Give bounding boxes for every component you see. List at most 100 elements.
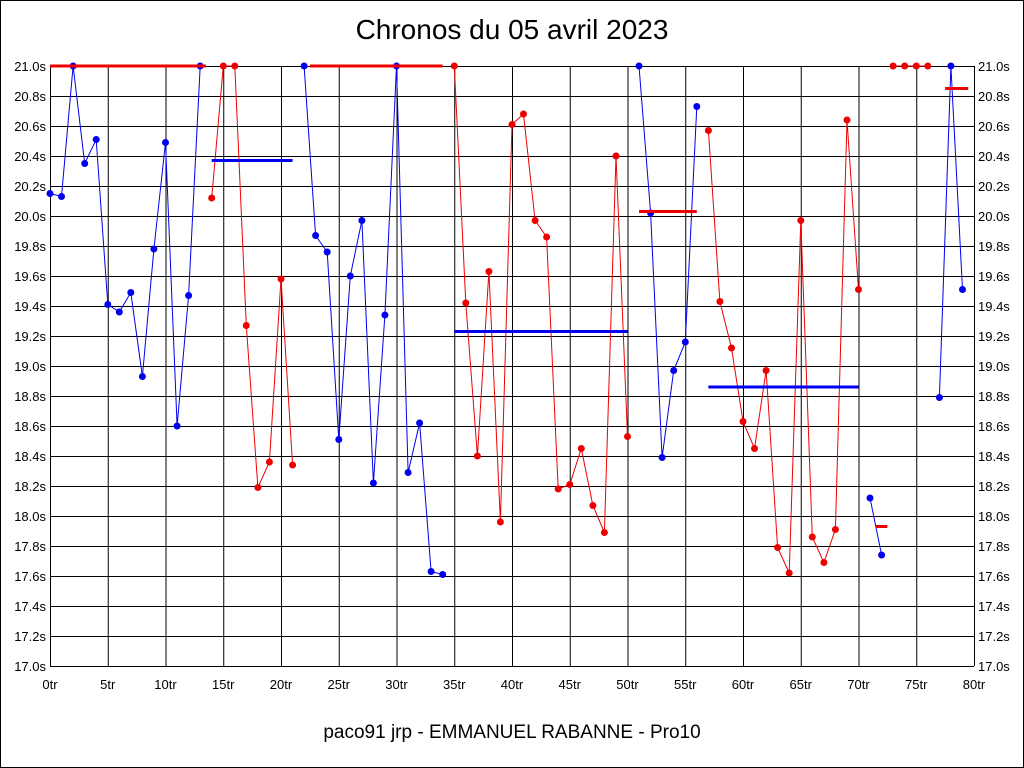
data-point — [612, 152, 620, 160]
series-line — [707, 119, 859, 574]
y-tick-label-left: 19.4s — [14, 299, 46, 314]
y-tick-label-left: 18.2s — [14, 479, 46, 494]
data-point — [208, 194, 216, 202]
data-point — [150, 245, 158, 253]
data-point — [485, 268, 493, 275]
x-tick-label: 70tr — [847, 677, 870, 692]
data-point — [554, 485, 562, 493]
y-tick-label-right: 17.4s — [978, 599, 1010, 614]
data-point — [566, 481, 574, 488]
data-point — [624, 433, 631, 440]
data-point — [115, 308, 123, 316]
x-tick-label: 55tr — [674, 677, 697, 692]
data-point — [496, 518, 504, 526]
y-tick-label-right: 20.6s — [978, 119, 1010, 134]
x-tick-label: 80tr — [963, 677, 986, 692]
data-point — [277, 275, 285, 283]
data-point — [462, 299, 470, 307]
data-point — [716, 298, 724, 305]
y-tick-label-right: 18.4s — [978, 449, 1010, 464]
data-point — [369, 479, 377, 487]
y-tick-label-left: 20.6s — [14, 119, 46, 134]
y-tick-label-left: 21.0s — [14, 59, 46, 74]
y-tick-label-left: 19.8s — [14, 239, 46, 254]
data-point — [312, 232, 320, 239]
data-point — [935, 394, 943, 401]
data-point — [739, 418, 747, 425]
data-point — [831, 526, 839, 533]
data-point — [416, 419, 424, 427]
data-point — [843, 116, 851, 124]
data-point — [947, 62, 955, 70]
data-point — [808, 533, 816, 541]
data-point — [508, 121, 516, 128]
data-point — [670, 367, 678, 374]
data-point — [473, 452, 481, 460]
series-line — [453, 65, 628, 533]
x-tick-label: 75tr — [905, 677, 928, 692]
data-point — [289, 461, 297, 469]
data-point — [901, 62, 909, 70]
data-point — [589, 502, 597, 509]
data-point — [820, 559, 828, 566]
data-point — [577, 445, 585, 452]
chart-title: Chronos du 05 avril 2023 — [355, 14, 669, 45]
y-tick-label-left: 20.4s — [14, 149, 46, 164]
data-point — [785, 569, 793, 577]
data-point — [46, 190, 54, 197]
y-tick-label-left: 17.4s — [14, 599, 46, 614]
y-tick-label-right: 19.0s — [978, 359, 1010, 374]
x-tick-label: 60tr — [732, 677, 755, 692]
y-tick-label-left: 18.6s — [14, 419, 46, 434]
data-point — [797, 217, 805, 224]
data-point — [231, 62, 239, 70]
x-tick-label: 35tr — [443, 677, 466, 692]
y-tick-label-right: 18.0s — [978, 509, 1010, 524]
y-tick-label-right: 20.0s — [978, 209, 1010, 224]
y-tick-label-right: 17.0s — [978, 659, 1010, 674]
x-tick-label: 30tr — [385, 677, 408, 692]
data-point — [450, 62, 458, 70]
y-tick-label-right: 18.8s — [978, 389, 1010, 404]
data-point — [58, 193, 65, 200]
data-point — [878, 551, 886, 559]
y-tick-label-right: 18.6s — [978, 419, 1010, 434]
x-tick-label: 5tr — [100, 677, 116, 692]
y-tick-label-left: 18.0s — [14, 509, 46, 524]
data-point — [104, 301, 112, 308]
data-point — [381, 311, 389, 319]
x-tick-label: 65tr — [790, 677, 813, 692]
data-point — [889, 62, 897, 70]
data-point — [855, 286, 862, 293]
data-point — [762, 367, 770, 374]
data-point — [265, 458, 273, 466]
y-tick-label-right: 19.4s — [978, 299, 1010, 314]
x-tick-label: 15tr — [212, 677, 235, 692]
data-point — [924, 62, 932, 70]
y-tick-label-right: 20.8s — [978, 89, 1010, 104]
data-point — [600, 529, 608, 536]
data-point — [751, 445, 758, 452]
data-point — [912, 62, 920, 70]
y-tick-label-right: 20.4s — [978, 149, 1010, 164]
y-tick-label-right: 19.6s — [978, 269, 1010, 284]
data-point — [728, 344, 735, 352]
data-point — [439, 571, 447, 578]
data-point — [300, 62, 308, 70]
y-tick-label-right: 17.2s — [978, 629, 1010, 644]
data-point — [543, 233, 551, 241]
x-tick-label: 20tr — [270, 677, 293, 692]
series-line — [303, 65, 443, 575]
data-point — [704, 127, 712, 134]
data-point — [323, 248, 331, 256]
data-point — [346, 272, 354, 280]
data-point — [92, 136, 100, 143]
series-line — [938, 65, 963, 398]
y-tick-label-right: 19.2s — [978, 329, 1010, 344]
y-tick-label-left: 17.2s — [14, 629, 46, 644]
x-tick-label: 40tr — [501, 677, 524, 692]
series-line — [869, 497, 883, 556]
y-tick-label-left: 20.0s — [14, 209, 46, 224]
y-tick-label-left: 20.8s — [14, 89, 46, 104]
y-tick-label-left: 20.2s — [14, 179, 46, 194]
